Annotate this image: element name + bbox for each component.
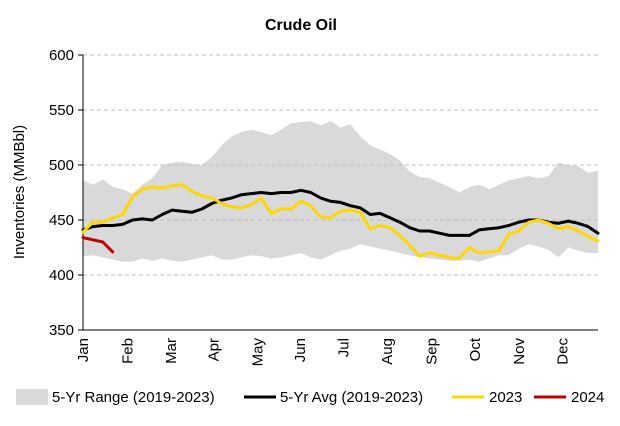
series-line-2023 — [81, 183, 600, 260]
x-tick-label: May — [249, 338, 266, 367]
y-tick-label: 400 — [49, 267, 74, 284]
x-tick-label: Dec — [554, 338, 571, 365]
x-tick-label: Aug — [379, 338, 396, 365]
legend-label-2024: 2024 — [571, 389, 604, 406]
x-tick-label: Jan — [75, 338, 92, 362]
y-tick-label: 500 — [49, 157, 74, 174]
y-tick-label: 350 — [49, 322, 74, 339]
x-tick-label: Sep — [424, 338, 441, 365]
legend: 5-Yr Range (2019-2023) 5-Yr Avg (2019-202… — [16, 389, 604, 406]
legend-label-5-yr-range-2019-2023: 5-Yr Range (2019-2023) — [52, 389, 215, 406]
x-tick-label: Nov — [511, 338, 528, 365]
x-tick-label: Apr — [206, 338, 223, 361]
legend-swatch-5-yr-range-2019-2023 — [16, 389, 48, 405]
y-tick-label: 600 — [49, 47, 74, 64]
series-line-5-yr-avg-2019-2023 — [81, 188, 600, 237]
x-tick-label: Feb — [120, 338, 137, 364]
legend-label-5-yr-avg-2019-2023: 5-Yr Avg (2019-2023) — [280, 389, 423, 406]
plot-area: 350 400 450 500 550 600 Jan Feb Mar Apr May Jun Jul A… — [49, 47, 600, 367]
x-tick-label: Jul — [335, 338, 352, 357]
y-axis-title: Inventories (MMBbl) — [11, 125, 28, 259]
series-line-2024 — [81, 236, 115, 254]
legend-label-2023: 2023 — [489, 389, 522, 406]
range-band — [83, 121, 598, 262]
x-tick-label: Jun — [292, 338, 309, 362]
x-tick-label: Oct — [467, 337, 484, 361]
y-tick-label: 550 — [49, 102, 74, 119]
x-tick-label: Mar — [163, 338, 180, 364]
chart-title: Crude Oil — [265, 17, 337, 34]
y-tick-label: 450 — [49, 212, 74, 229]
